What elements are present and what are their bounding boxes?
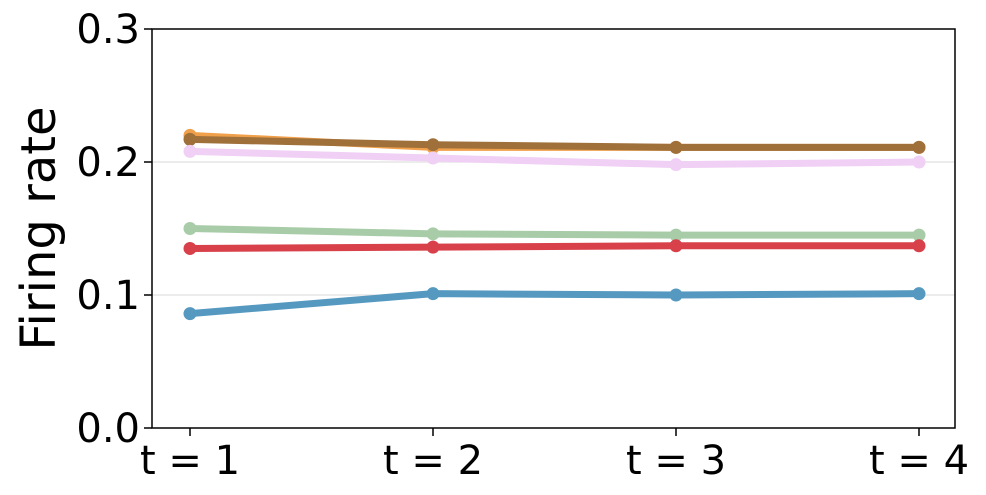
series-6 xyxy=(183,287,926,321)
series-layer xyxy=(183,128,926,321)
series-2 xyxy=(183,132,926,154)
series-line xyxy=(186,242,923,252)
data-point xyxy=(426,138,440,152)
x-tick-label: t = 2 xyxy=(383,438,483,484)
data-point xyxy=(912,287,926,301)
y-tick-label: 0.0 xyxy=(76,406,140,452)
data-point xyxy=(426,240,440,254)
data-point xyxy=(183,144,197,158)
data-point xyxy=(912,140,926,154)
data-point xyxy=(426,287,440,301)
data-point xyxy=(183,132,197,146)
series-line xyxy=(186,290,923,318)
y-tick-label: 0.1 xyxy=(76,273,140,319)
x-tick-label: t = 4 xyxy=(869,438,969,484)
series-line xyxy=(186,147,923,169)
data-point xyxy=(426,227,440,241)
x-tick-label: t = 3 xyxy=(626,438,726,484)
series-3 xyxy=(183,144,926,172)
series-4 xyxy=(183,222,926,242)
series-5 xyxy=(183,239,926,255)
data-point xyxy=(912,239,926,253)
plot-frame xyxy=(151,28,956,429)
x-axis-ticks: t = 1 t = 2 t = 3 t = 4 xyxy=(140,428,969,484)
x-tick-label: t = 1 xyxy=(140,438,240,484)
data-point xyxy=(669,288,683,302)
data-point xyxy=(669,140,683,154)
y-axis-label: Firing rate xyxy=(11,106,67,350)
data-point xyxy=(912,228,926,242)
y-tick-label: 0.2 xyxy=(76,140,140,186)
data-point xyxy=(426,151,440,165)
y-tick-label: 0.3 xyxy=(76,7,140,53)
data-point xyxy=(669,228,683,242)
data-point xyxy=(183,222,197,235)
data-point xyxy=(912,155,926,169)
series-line xyxy=(186,225,923,239)
series-line xyxy=(186,135,923,151)
data-point xyxy=(183,241,197,255)
data-point xyxy=(669,158,683,172)
data-point xyxy=(669,239,683,253)
y-axis-ticks: 0.0 0.1 0.2 0.3 xyxy=(76,7,152,452)
data-point xyxy=(183,307,197,321)
